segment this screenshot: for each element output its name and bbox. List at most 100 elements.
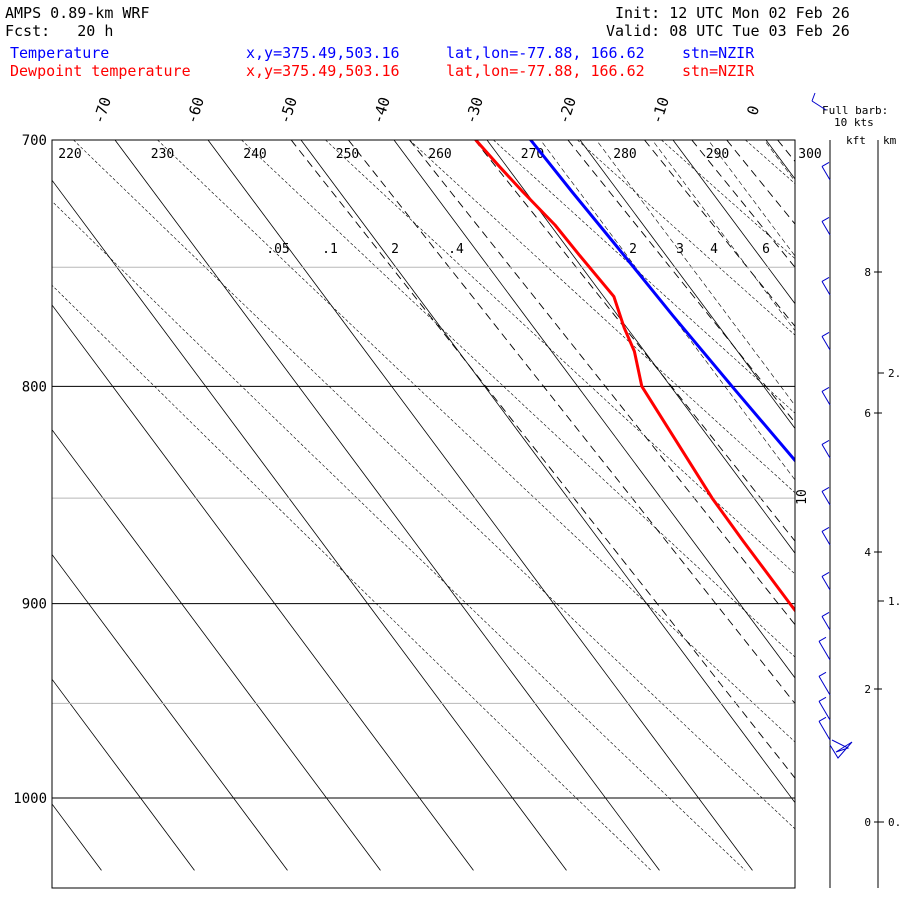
moist-adiabat [820,140,900,870]
temperature-profile-line [529,140,795,463]
temperature-tick-label: -10 [647,95,672,126]
km-tick-label: 1. [888,595,900,608]
wind-barb-flag [821,571,830,577]
isotherm-line [52,678,195,871]
wind-barb-flag [818,636,827,642]
isotherm-line [765,140,795,180]
theta-label: 220 [58,147,81,162]
mixing-ratio-label: 6 [762,242,770,257]
dry-adiabat [577,140,795,336]
theta-label: 250 [336,147,359,162]
init-label: Init: [615,4,661,22]
mixing-ratio-label: 3 [676,242,684,257]
wind-barb-flag [818,716,827,722]
mixing-ratio-label: 4 [710,242,718,257]
dry-adiabat [52,284,652,871]
theta-label: 290 [706,147,729,162]
wind-barb-shaft [821,491,831,506]
wind-barb-cluster [829,739,853,759]
legend-temperature-name: Temperature [10,44,110,62]
legend-dewpoint-stn: stn=NZIR [682,62,755,80]
wind-barb-flag [821,161,830,167]
isotherm-line [579,140,795,430]
wind-barbs [811,92,853,759]
pressure-tick-label: 900 [22,597,47,613]
barb-legend-symbol-flag [811,92,816,102]
wind-barb-flag [818,696,827,702]
temperature-tick-label: -40 [368,95,393,126]
wind-barb-flag [821,526,830,532]
mixing-ratio-line [474,140,795,542]
legend-temperature-xy: x,y=375.49,503.16 [246,44,400,62]
wind-barb-shaft [821,391,831,406]
temperature-tick-label: -60 [182,95,207,126]
temperature-tick-label: -70 [89,95,114,126]
plot-frame [51,139,796,889]
mixing-ratio-label: .4 [448,242,464,257]
mixing-ratio-line [409,140,795,626]
mixing-ratio-line [726,140,795,225]
dry-adiabat [325,140,795,575]
moist-adiabat [876,140,900,870]
mixing-ratio-label: 2 [391,242,399,257]
dry-adiabat [241,140,795,658]
init-value: 12 UTC Mon 02 Feb 26 [669,4,850,22]
sounding-series [474,140,795,613]
barb-legend-line2: 10 kts [834,116,874,129]
wind-barb-shaft [821,166,831,181]
isotherm-line [52,179,567,871]
dry-adiabat [157,140,795,743]
wind-barb-shaft [818,676,831,696]
legend-dewpoint-name: Dewpoint temperature [10,62,191,80]
km-tick-label: 0. [888,816,900,829]
isotherm-line [859,140,900,870]
dry-adiabat [52,200,746,871]
dry-adiabat [661,140,795,260]
wind-barb-shaft [818,721,831,741]
pressure-grid [52,139,795,799]
kft-label: kft [846,134,866,147]
isotherm-line [300,140,795,804]
wind-barb-shaft [818,701,831,721]
dry-adiabat [73,140,795,830]
mixing-ratio-line [644,140,795,327]
wind-barb-flag [821,486,830,492]
barb-legend-line1: Full barb: [822,104,888,117]
init-time: Init: 12 UTC Mon 02 Feb 26 [615,4,850,22]
pressure-tick-label: 800 [22,379,47,395]
dry-adiabat [409,140,795,494]
theta-label: 240 [243,147,266,162]
wind-barb-shaft [821,576,831,591]
wind-barb-shaft [821,531,831,546]
temperature-tick-label: -30 [461,95,486,126]
wind-barb-flag [821,331,830,337]
isotherm-line [114,140,660,871]
forecast-hour: Fcst: 20 h [5,22,113,40]
model-title: AMPS 0.89-km WRF [5,4,150,22]
isotherm-line [486,140,795,554]
wind-barb-shaft [821,221,831,236]
theta-label: 300 [798,147,821,162]
mixing-ratio-label: 2 [629,242,637,257]
kft-tick-label: 6 [864,407,871,420]
legend-dewpoint-xy: x,y=375.49,503.16 [246,62,400,80]
km-label: km [883,134,897,147]
km-tick-label: 2. [888,367,900,380]
isotherm-line [52,553,288,871]
isotherm-line [52,304,474,871]
isotherm-line [207,140,753,871]
fcst-value: 20 h [77,22,114,40]
legend-temperature-latlon: lat,lon=-77.88, 166.62 [446,44,645,62]
valid-label: Valid: [606,22,661,40]
pressure-tick-label: 1000 [13,791,47,807]
mixing-ratio-line [290,140,795,779]
pressure-tick-label: 700 [22,133,47,149]
temperature-tick-label: 0 [743,103,763,117]
isotherm-line [393,140,795,679]
mixing-ratio-line [348,140,795,705]
kft-tick-label: 8 [864,266,871,279]
wind-barb-shaft [821,336,831,351]
kft-tick-label: 2 [864,683,871,696]
